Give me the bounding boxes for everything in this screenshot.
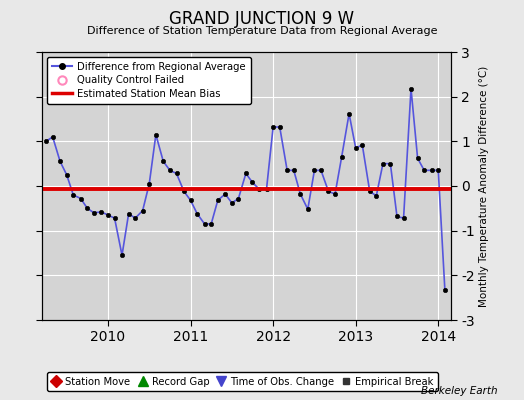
Y-axis label: Monthly Temperature Anomaly Difference (°C): Monthly Temperature Anomaly Difference (… — [479, 65, 489, 307]
Legend: Station Move, Record Gap, Time of Obs. Change, Empirical Break: Station Move, Record Gap, Time of Obs. C… — [47, 372, 438, 391]
Text: Berkeley Earth: Berkeley Earth — [421, 386, 498, 396]
Text: Difference of Station Temperature Data from Regional Average: Difference of Station Temperature Data f… — [87, 26, 437, 36]
Text: GRAND JUNCTION 9 W: GRAND JUNCTION 9 W — [169, 10, 355, 28]
